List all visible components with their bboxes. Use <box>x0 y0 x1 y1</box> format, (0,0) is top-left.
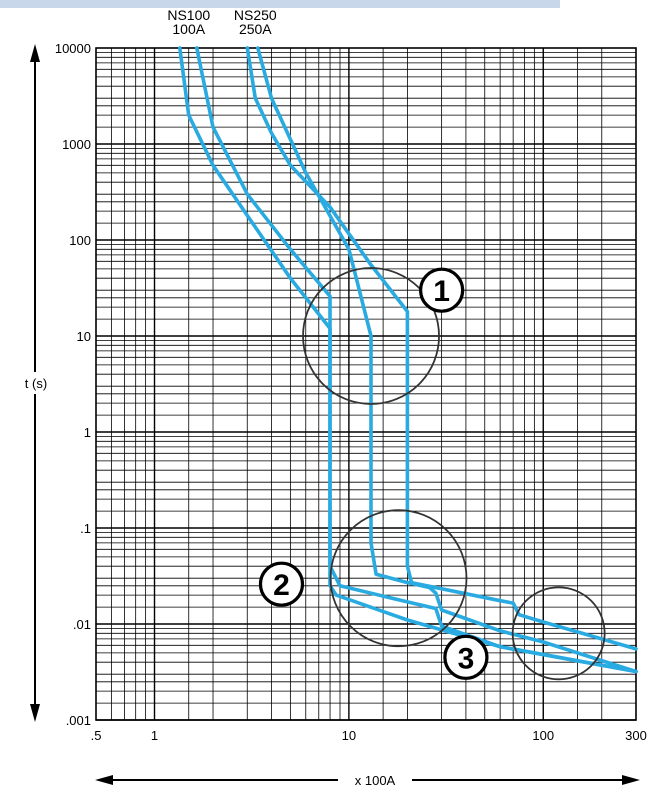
chart-tick-labels: .5 1 10 100 300 .001 .01 .1 1 10 100 1000 10000 <box>55 41 647 743</box>
y-tick-label: 100 <box>69 233 91 248</box>
annotation-circle-2 <box>329 509 468 648</box>
curve-label-2: NS250 250A <box>234 7 277 37</box>
annotation-badge-3 <box>443 634 489 680</box>
chart-curve-labels: NS100 100A NS250 250A <box>167 7 277 37</box>
y-tick-label: .1 <box>80 521 91 536</box>
x-axis-label-bg <box>338 771 412 789</box>
y-axis-label: t (s) <box>25 376 47 391</box>
y-axis-label-bg <box>16 372 56 394</box>
trip-curve-4 <box>256 46 638 674</box>
annotation-circle-3 <box>511 586 606 681</box>
annotation-badge-1 <box>419 267 465 313</box>
y-tick-label: 1000 <box>62 137 91 152</box>
chart-annotations: 1 2 3 <box>258 267 606 681</box>
x-axis-label: x 100A <box>355 773 396 788</box>
chart-grid <box>95 47 637 721</box>
curve-label-1: NS100 100A <box>167 7 210 37</box>
x-tick-label: .5 <box>91 728 102 743</box>
annotation-label-3: 3 <box>458 642 475 675</box>
y-tick-label: 10000 <box>55 41 91 56</box>
annotation-label-1: 1 <box>433 275 450 308</box>
x-tick-label: 300 <box>625 728 647 743</box>
plot-frame <box>95 47 637 721</box>
annotation-circle-1 <box>302 267 440 405</box>
x-tick-label: 1 <box>151 728 158 743</box>
trip-curve-2 <box>195 46 638 674</box>
y-tick-label: 1 <box>84 425 91 440</box>
annotation-label-2: 2 <box>273 569 290 602</box>
x-tick-label: 10 <box>342 728 356 743</box>
y-tick-label: 10 <box>77 329 91 344</box>
top-banner-strip <box>0 0 560 8</box>
x-tick-label: 100 <box>532 728 554 743</box>
annotation-badge-2 <box>258 561 305 607</box>
y-tick-label: .01 <box>73 617 91 632</box>
y-tick-label: .001 <box>66 713 91 728</box>
